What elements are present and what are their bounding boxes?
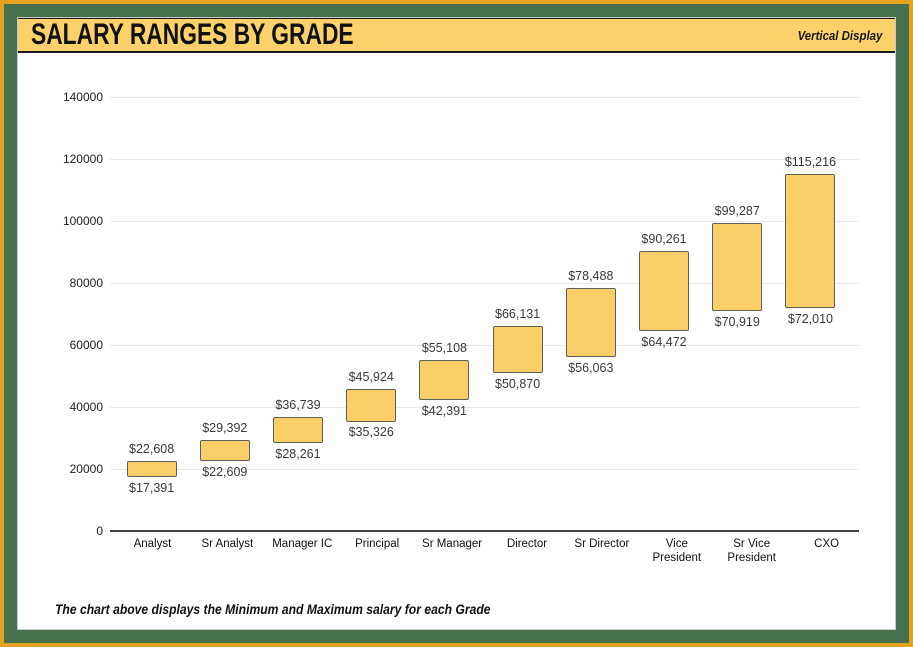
gridline [110, 344, 859, 346]
bar-slot: $90,261 $64,472 [627, 97, 700, 531]
x-category-label: Sr Analyst [201, 538, 254, 550]
y-tick-label: 140000 [62, 90, 103, 104]
max-value-label: $78,488 [568, 268, 614, 283]
bar-slot: $55,108 $42,391 [408, 97, 481, 531]
min-value-label: $72,010 [787, 311, 834, 326]
y-tick-label: 40000 [69, 400, 103, 414]
max-value-label: $66,131 [495, 307, 541, 321]
x-axis-line [110, 530, 859, 532]
bar-slot: $66,131 $50,870 [481, 97, 554, 531]
bar-slots: $22,608 $17,391 $29,392 $22,609 $36,739 $28,2… [110, 97, 859, 531]
min-value-label: $64,472 [641, 335, 687, 350]
x-category-label: Analyst [133, 538, 172, 550]
max-value-label: $90,261 [641, 232, 687, 247]
header-band: SALARY RANGES BY GRADE Vertical Display [18, 18, 895, 53]
bar-slot: $29,392 $22,609 [188, 97, 261, 531]
gridline [110, 407, 859, 408]
y-tick-label: 0 [96, 524, 103, 538]
bar-slot: $36,739 $28,261 [261, 97, 334, 531]
min-value-label: $56,063 [568, 361, 614, 376]
salary-range-bar[interactable] [273, 417, 323, 444]
max-value-label: $99,287 [714, 204, 760, 219]
chart-title: SALARY RANGES BY GRADE [31, 18, 354, 51]
x-category-label: Sr Vice President [727, 538, 776, 564]
gridline [110, 158, 859, 160]
salary-range-bar[interactable] [565, 287, 616, 358]
x-category-label: Manager IC [272, 538, 333, 550]
salary-range-bar[interactable] [419, 360, 470, 400]
y-tick-label: 100000 [62, 214, 103, 228]
x-category-label: Sr Director [574, 538, 630, 550]
plot-area: $22,608 $17,391 $29,392 $22,609 $36,739 $28,2… [110, 97, 859, 532]
green-frame: SALARY RANGES BY GRADE Vertical Display … [4, 4, 909, 643]
min-value-label: $42,391 [421, 403, 467, 418]
gridline [110, 283, 859, 284]
gridline [110, 97, 859, 98]
max-value-label: $45,924 [348, 369, 394, 384]
min-value-label: $70,919 [714, 315, 760, 330]
x-category-label: CXO [814, 538, 840, 550]
chart-card: SALARY RANGES BY GRADE Vertical Display … [17, 17, 896, 630]
y-tick-label: 80000 [69, 276, 103, 290]
max-value-label: $22,608 [129, 441, 175, 456]
bar-slot: $115,216 $72,010 [774, 97, 847, 531]
header-subtitle: Vertical Display [797, 27, 882, 43]
y-tick-label: 20000 [69, 462, 103, 476]
min-value-label: $17,391 [129, 481, 175, 496]
min-value-label: $22,609 [202, 464, 248, 479]
salary-range-bar[interactable] [712, 223, 763, 312]
bar-slot: $22,608 $17,391 [115, 97, 188, 531]
salary-range-bar[interactable] [126, 460, 177, 478]
x-category-label: Director [506, 538, 548, 550]
min-value-label: $28,261 [275, 447, 321, 462]
min-value-label: $35,326 [348, 425, 394, 440]
x-category-label: Vice President [652, 538, 702, 564]
max-value-label: $29,392 [202, 420, 248, 435]
min-value-label: $50,870 [495, 377, 541, 392]
salary-range-bar[interactable] [785, 173, 836, 308]
salary-range-bar[interactable] [492, 326, 543, 374]
y-axis-labels: 0 20000 40000 60000 80000 100000 120000 140000 [18, 90, 103, 538]
x-category-label: Sr Manager [422, 538, 483, 550]
x-axis-labels: Analyst Sr Analyst Manager IC Principal Sr M… [110, 537, 876, 565]
salary-range-bar[interactable] [639, 251, 690, 332]
gridline [110, 469, 859, 470]
salary-range-bar[interactable] [346, 388, 397, 422]
x-category-label: Principal [355, 538, 400, 550]
y-tick-label: 60000 [69, 338, 103, 352]
max-value-label: $115,216 [784, 154, 837, 169]
max-value-label: $36,739 [275, 398, 321, 413]
salary-range-bar[interactable] [199, 439, 250, 461]
bar-slot: $78,488 $56,063 [554, 97, 627, 531]
bar-slot: $45,924 $35,326 [335, 97, 408, 531]
chart-footnote: The chart above displays the Minimum and… [55, 602, 491, 617]
bar-slot: $99,287 $70,919 [701, 97, 774, 531]
y-tick-label: 120000 [62, 152, 103, 166]
gridline [110, 220, 859, 222]
max-value-label: $55,108 [421, 341, 467, 356]
